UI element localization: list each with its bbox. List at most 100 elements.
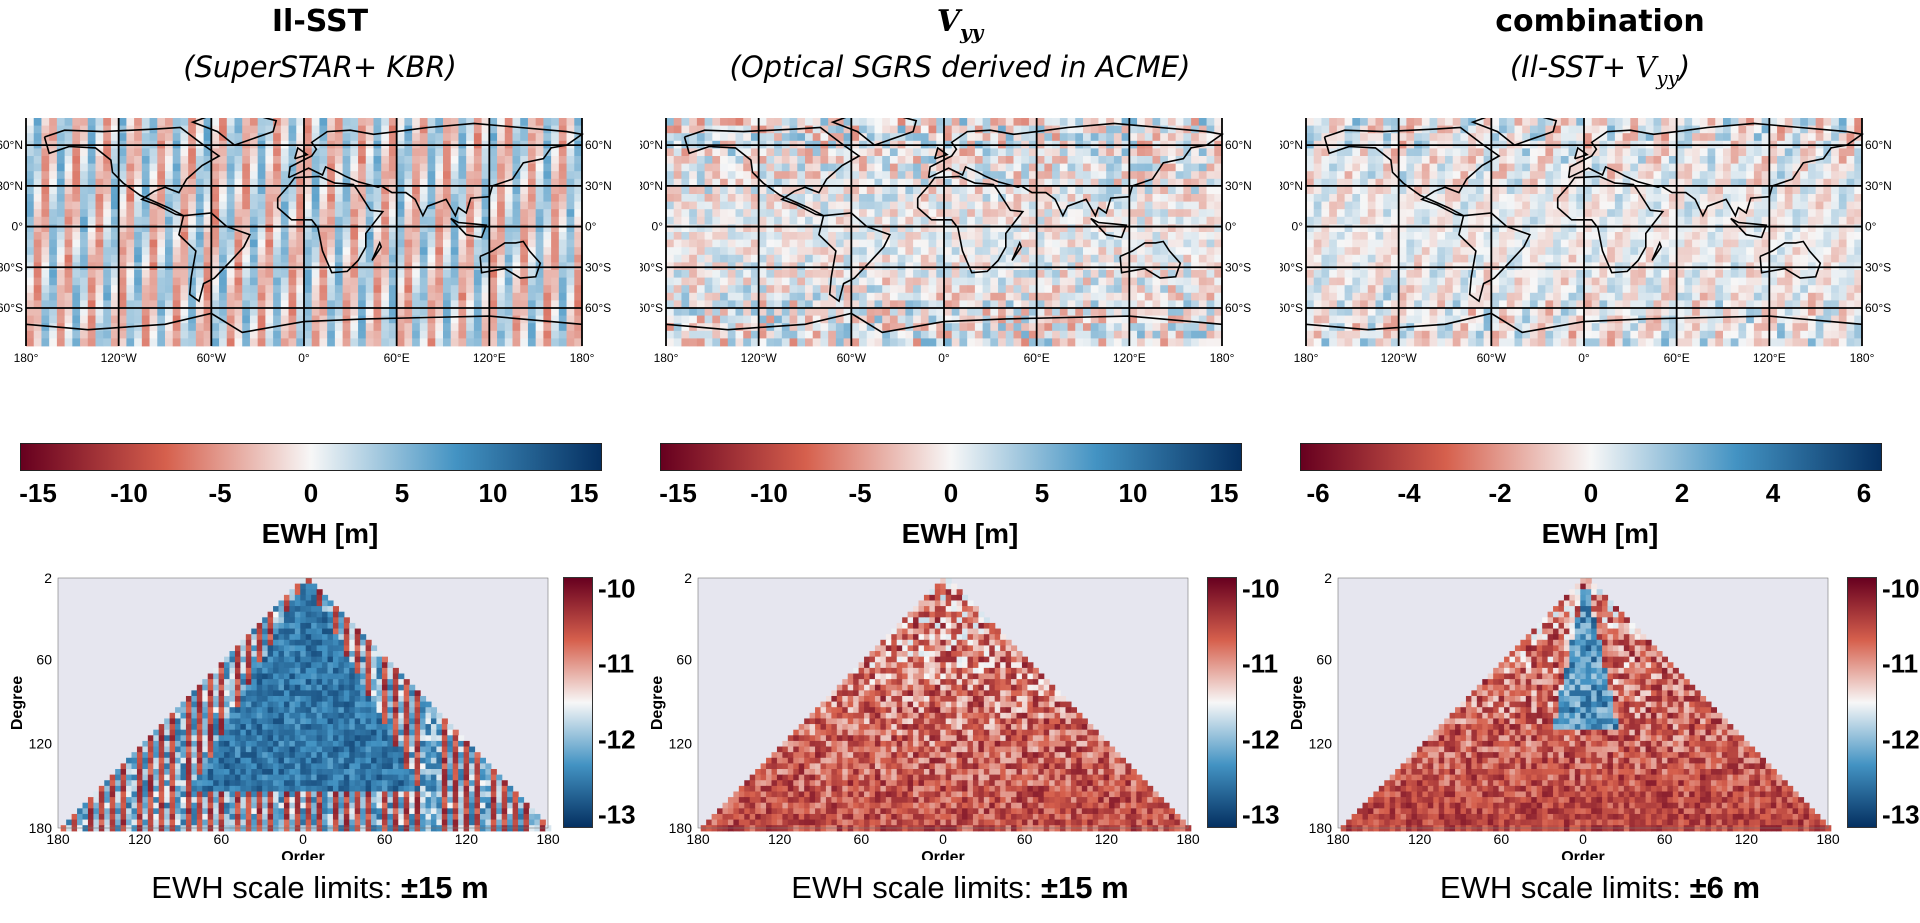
map-cell bbox=[497, 148, 506, 157]
coefficient-cell bbox=[213, 791, 220, 798]
map-cell bbox=[234, 308, 243, 316]
map-cell bbox=[450, 254, 459, 263]
map-cell bbox=[72, 330, 81, 339]
map-cell bbox=[87, 224, 96, 233]
map-cell bbox=[334, 148, 344, 157]
map-cell bbox=[257, 315, 266, 324]
map-cell bbox=[527, 171, 537, 180]
coefficient-cell bbox=[229, 724, 236, 731]
map-cell bbox=[26, 292, 35, 301]
coefficient-cell bbox=[452, 740, 459, 748]
map-cell bbox=[180, 232, 189, 240]
map-cell bbox=[381, 163, 390, 172]
map-cell bbox=[1137, 133, 1146, 142]
map-cell bbox=[172, 224, 181, 233]
coefficient-cell bbox=[512, 797, 519, 804]
coefficient-cell bbox=[234, 757, 241, 764]
coefficient-cell bbox=[430, 774, 437, 781]
map-cell bbox=[558, 285, 567, 294]
coefficient-cell bbox=[278, 791, 285, 798]
coefficient-cell bbox=[311, 679, 318, 686]
map-cell bbox=[265, 224, 274, 233]
map-cell bbox=[265, 216, 274, 225]
coefficient-cell bbox=[224, 746, 231, 753]
map-cell bbox=[234, 300, 243, 309]
map-cell bbox=[165, 330, 174, 339]
map-cell bbox=[72, 125, 81, 134]
map-cell bbox=[304, 178, 313, 187]
coefficient-cell bbox=[196, 797, 203, 804]
map-cell bbox=[527, 224, 537, 233]
map-cell bbox=[789, 163, 798, 172]
coefficient-cell bbox=[218, 774, 225, 781]
map-cell bbox=[843, 163, 852, 172]
map-cell bbox=[41, 125, 50, 134]
map-cell bbox=[673, 125, 682, 134]
map-cell bbox=[319, 118, 328, 126]
coefficient-cell bbox=[283, 808, 290, 815]
coefficient-cell bbox=[430, 718, 437, 725]
map-cell bbox=[195, 232, 205, 240]
panel-subtitle: (SuperSTAR+ KBR) bbox=[183, 50, 457, 84]
coefficient-cell bbox=[311, 757, 318, 764]
lat-tick-right: 0° bbox=[585, 220, 597, 234]
coefficient-cell bbox=[447, 825, 454, 832]
map-cell bbox=[859, 171, 868, 180]
coefficient-cell bbox=[294, 791, 301, 798]
map-cell bbox=[49, 300, 58, 309]
coefficient-cell bbox=[147, 797, 154, 804]
map-cell bbox=[512, 270, 521, 278]
map-cell bbox=[242, 224, 251, 233]
map-cell bbox=[257, 216, 266, 225]
map-cell bbox=[1206, 156, 1215, 164]
map-cell bbox=[373, 330, 382, 339]
coefficient-cell bbox=[294, 679, 301, 686]
coefficient-cell bbox=[360, 729, 367, 736]
coefficient-cell bbox=[332, 628, 339, 635]
map-cell bbox=[304, 285, 313, 294]
map-cell bbox=[56, 338, 66, 347]
map-cell bbox=[520, 292, 529, 301]
coefficient-cell bbox=[496, 785, 503, 793]
coefficient-cell bbox=[327, 774, 334, 781]
coefficient-cell bbox=[256, 819, 263, 826]
map-cell bbox=[180, 224, 189, 233]
coefficient-cell bbox=[338, 684, 345, 691]
coefficient-cell bbox=[283, 656, 290, 663]
coefficient-cell bbox=[294, 757, 301, 764]
coefficient-cell bbox=[430, 707, 437, 714]
map-cell bbox=[743, 156, 752, 164]
map-cell bbox=[458, 118, 467, 126]
coefficient-cell bbox=[283, 825, 290, 832]
map-cell bbox=[535, 163, 544, 172]
map-cell bbox=[165, 171, 174, 180]
coefficient-cell bbox=[398, 679, 405, 686]
map-cell bbox=[535, 178, 544, 187]
map-cell bbox=[874, 148, 883, 157]
map-cell bbox=[704, 186, 713, 195]
coefficient-cell bbox=[229, 684, 236, 691]
map-cell bbox=[195, 156, 205, 164]
coefficient-cell bbox=[403, 785, 410, 793]
coefficient-cell bbox=[403, 791, 410, 798]
coefficient-cell bbox=[485, 791, 492, 798]
coefficient-cell bbox=[289, 825, 296, 832]
coefficient-cell bbox=[273, 808, 280, 815]
coefficient-cell bbox=[441, 825, 448, 832]
coefficient-cell bbox=[403, 712, 410, 720]
map-cell bbox=[257, 330, 266, 339]
map-cell bbox=[1036, 133, 1045, 142]
map-cell bbox=[689, 186, 698, 195]
coefficient-cell bbox=[332, 757, 339, 764]
coefficient-cell bbox=[224, 774, 231, 781]
coefficient-cell bbox=[311, 752, 318, 759]
coefficient-cell bbox=[164, 746, 171, 753]
coefficient-cell bbox=[202, 757, 209, 764]
map-cell bbox=[473, 216, 483, 225]
coefficient-cell bbox=[109, 813, 116, 821]
coefficient-cell bbox=[305, 578, 312, 585]
map-cell bbox=[443, 277, 452, 286]
map-cell bbox=[396, 216, 405, 225]
coefficient-cell bbox=[289, 662, 296, 669]
map-cell bbox=[311, 133, 320, 142]
